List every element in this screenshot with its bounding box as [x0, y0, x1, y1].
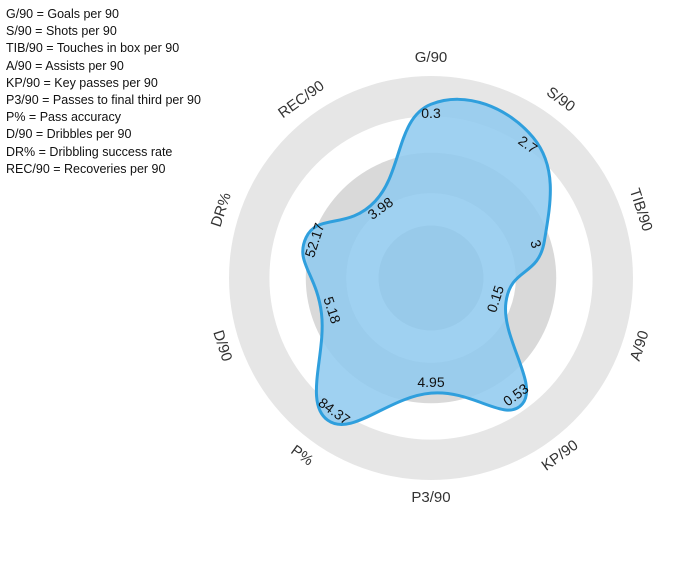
legend-item: G/90 = Goals per 90 [6, 7, 119, 21]
legend-item: P% = Pass accuracy [6, 110, 121, 125]
legend-item: D/90 = Dribbles per 90 [6, 127, 132, 142]
category-label: G/90 [415, 49, 448, 66]
category-label: S/90 [543, 84, 578, 116]
legend-item: DR% = Dribbling success rate [6, 144, 173, 159]
legend-item: KP/90 = Key passes per 90 [6, 75, 158, 90]
value-label: 0.3 [421, 105, 441, 121]
category-label: P% [288, 442, 317, 469]
legend-item: P3/90 = Passes to final third per 90 [6, 93, 201, 108]
legend-item: REC/90 = Recoveries per 90 [6, 161, 166, 176]
legend-item: TIB/90 = Touches in box per 90 [6, 41, 180, 56]
category-label: D/90 [209, 328, 235, 363]
category-label: P3/90 [411, 489, 450, 506]
radar-area [301, 97, 552, 426]
category-label: TIB/90 [626, 186, 656, 233]
value-label: 4.95 [417, 374, 444, 390]
legend-item: S/90 = Shots per 90 [6, 24, 117, 39]
legend-item: A/90 = Assists per 90 [6, 58, 124, 73]
legend: G/90 = Goals per 90 S/90 = Shots per 90 TI… [6, 6, 201, 178]
category-label: A/90 [627, 329, 653, 364]
radar-shape [301, 97, 552, 426]
category-label: DR% [208, 191, 235, 230]
